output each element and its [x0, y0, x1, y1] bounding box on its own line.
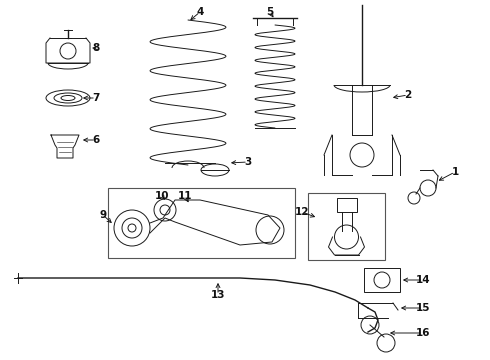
Text: 16: 16	[416, 328, 430, 338]
Text: 13: 13	[211, 290, 225, 300]
Text: 4: 4	[196, 7, 204, 17]
Bar	[308, 193, 385, 260]
Text: 7: 7	[92, 93, 99, 103]
Text: 3: 3	[245, 157, 252, 167]
Bar	[108, 188, 295, 258]
Text: 2: 2	[404, 90, 412, 100]
Text: 10: 10	[155, 191, 169, 201]
Text: 5: 5	[267, 7, 273, 17]
Text: 12: 12	[295, 207, 309, 217]
Text: 11: 11	[178, 191, 192, 201]
Text: 6: 6	[93, 135, 99, 145]
Text: 15: 15	[416, 303, 430, 313]
Text: 8: 8	[93, 43, 99, 53]
Bar	[337, 198, 357, 212]
Text: 1: 1	[451, 167, 459, 177]
Text: 14: 14	[416, 275, 430, 285]
Bar	[364, 268, 400, 292]
Text: 9: 9	[99, 210, 106, 220]
